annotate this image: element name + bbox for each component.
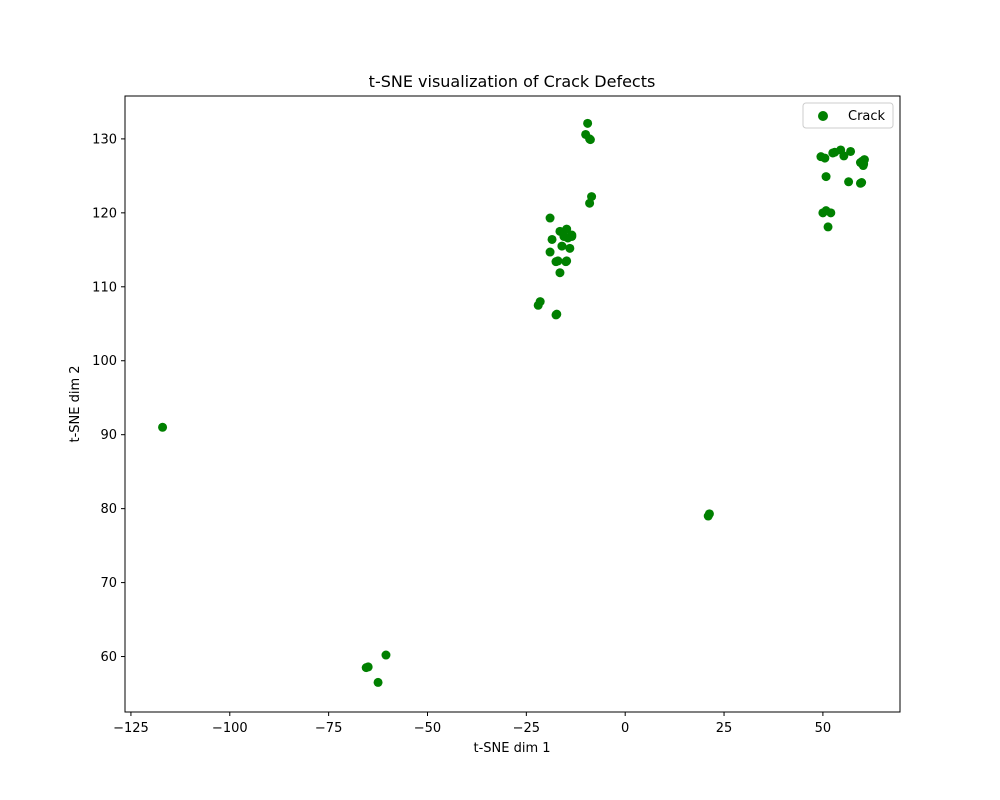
data-point — [839, 151, 849, 161]
x-tick-label: 50 — [815, 721, 832, 736]
data-point — [826, 208, 836, 218]
data-point — [857, 178, 867, 188]
data-point — [859, 159, 869, 169]
legend-box — [802, 102, 894, 129]
data-point — [846, 146, 856, 156]
data-point — [363, 662, 373, 672]
y-tick-label: 100 — [92, 354, 117, 369]
x-tick-label: −25 — [513, 721, 540, 736]
y-tick-label: 70 — [100, 576, 117, 591]
data-point — [820, 153, 830, 163]
y-tick-label: 120 — [92, 206, 117, 221]
data-point — [535, 297, 545, 307]
y-tick-label: 130 — [92, 132, 117, 147]
data-point — [553, 256, 563, 266]
y-tick-label: 110 — [92, 280, 117, 295]
data-point — [821, 172, 831, 182]
plot-area-frame — [124, 95, 901, 713]
data-point — [557, 241, 567, 251]
data-point — [565, 243, 575, 253]
y-tick-label: 90 — [100, 428, 117, 443]
data-point — [844, 177, 854, 187]
y-axis-ticks: 60 70 80 90 100 110 120 130 — [92, 132, 125, 665]
data-point — [562, 224, 572, 234]
data-point — [583, 118, 593, 128]
data-point — [704, 509, 714, 519]
x-tick-label: −75 — [315, 721, 342, 736]
data-point — [547, 234, 557, 244]
y-axis-label: t-SNE dim 2 — [68, 365, 83, 442]
data-point — [158, 422, 168, 432]
data-point — [823, 222, 833, 232]
legend: Crack — [802, 102, 894, 129]
data-point — [373, 677, 383, 687]
data-point — [381, 650, 391, 660]
x-axis-label: t-SNE dim 1 — [473, 741, 550, 756]
x-tick-label: −100 — [212, 721, 248, 736]
x-tick-label: 0 — [621, 721, 629, 736]
y-tick-label: 60 — [100, 650, 117, 665]
legend-label-crack: Crack — [848, 109, 886, 124]
data-point — [562, 256, 572, 266]
data-point — [555, 268, 565, 278]
points-layer — [158, 118, 869, 687]
data-point — [552, 309, 562, 319]
data-point — [567, 232, 577, 242]
data-point — [545, 213, 555, 223]
data-point — [545, 247, 555, 257]
data-point — [587, 192, 597, 202]
x-tick-label: 25 — [716, 721, 733, 736]
x-axis-ticks: −125 −100 −75 −50 −25 0 25 50 — [113, 712, 831, 736]
data-point — [585, 135, 595, 145]
y-tick-label: 80 — [100, 502, 117, 517]
chart-title: t-SNE visualization of Crack Defects — [369, 72, 656, 91]
legend-marker-crack — [818, 111, 828, 121]
x-tick-label: −125 — [113, 721, 149, 736]
x-tick-label: −50 — [414, 721, 441, 736]
